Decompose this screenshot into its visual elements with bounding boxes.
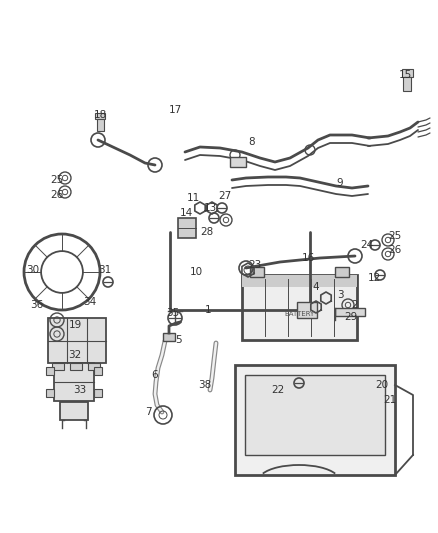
Text: 12: 12 — [367, 273, 381, 283]
Text: 28: 28 — [200, 227, 214, 237]
Text: 2: 2 — [352, 300, 358, 310]
Bar — [163, 333, 175, 341]
Bar — [230, 157, 246, 167]
Text: 32: 32 — [68, 350, 81, 360]
Text: 25: 25 — [50, 175, 64, 185]
Text: 26: 26 — [389, 245, 402, 255]
Text: 33: 33 — [74, 385, 87, 395]
Bar — [250, 267, 264, 277]
Bar — [95, 113, 105, 119]
Bar — [242, 275, 357, 340]
Text: 26: 26 — [50, 190, 64, 200]
Text: 31: 31 — [99, 265, 112, 275]
Text: 16: 16 — [301, 253, 314, 263]
Text: 5: 5 — [175, 335, 181, 345]
Bar — [335, 267, 349, 277]
Text: 13: 13 — [203, 203, 217, 213]
Text: 23: 23 — [248, 260, 261, 270]
Bar — [60, 402, 88, 420]
Text: 29: 29 — [344, 312, 357, 322]
Text: 34: 34 — [83, 297, 97, 307]
Bar — [335, 308, 365, 316]
Bar — [46, 389, 54, 397]
Text: 14: 14 — [180, 208, 193, 218]
Text: 11: 11 — [187, 193, 200, 203]
Text: 18: 18 — [93, 110, 106, 120]
Bar — [297, 302, 317, 318]
Bar — [245, 375, 385, 455]
Text: 15: 15 — [399, 70, 412, 80]
Text: 27: 27 — [219, 191, 232, 201]
Text: 24: 24 — [360, 240, 374, 250]
Bar — [70, 363, 82, 370]
Text: 4: 4 — [313, 282, 319, 292]
Bar — [178, 218, 196, 238]
Bar — [48, 318, 106, 363]
Text: 6: 6 — [152, 370, 158, 380]
Text: 25: 25 — [389, 231, 402, 241]
Text: 22: 22 — [272, 385, 285, 395]
Text: 10: 10 — [190, 267, 202, 277]
Bar — [402, 69, 413, 77]
Text: 7: 7 — [145, 407, 151, 417]
Text: 30: 30 — [26, 265, 39, 275]
Bar — [235, 365, 395, 475]
Text: 35: 35 — [166, 308, 180, 318]
Bar — [52, 363, 64, 370]
Text: 19: 19 — [68, 320, 81, 330]
Text: 21: 21 — [383, 395, 397, 405]
Bar — [46, 367, 54, 375]
Text: 38: 38 — [198, 380, 212, 390]
Bar — [96, 119, 103, 131]
Bar — [94, 389, 102, 397]
Text: 3: 3 — [337, 290, 343, 300]
Bar — [54, 363, 94, 401]
Text: 17: 17 — [168, 105, 182, 115]
Bar — [94, 367, 102, 375]
Text: 20: 20 — [375, 380, 389, 390]
Bar — [242, 275, 357, 287]
Text: 8: 8 — [249, 137, 255, 147]
Bar — [403, 77, 411, 91]
Text: 9: 9 — [337, 178, 343, 188]
Bar — [88, 363, 100, 370]
Text: 1: 1 — [205, 305, 211, 315]
Text: BATTERY: BATTERY — [284, 311, 314, 317]
Text: 36: 36 — [30, 300, 44, 310]
